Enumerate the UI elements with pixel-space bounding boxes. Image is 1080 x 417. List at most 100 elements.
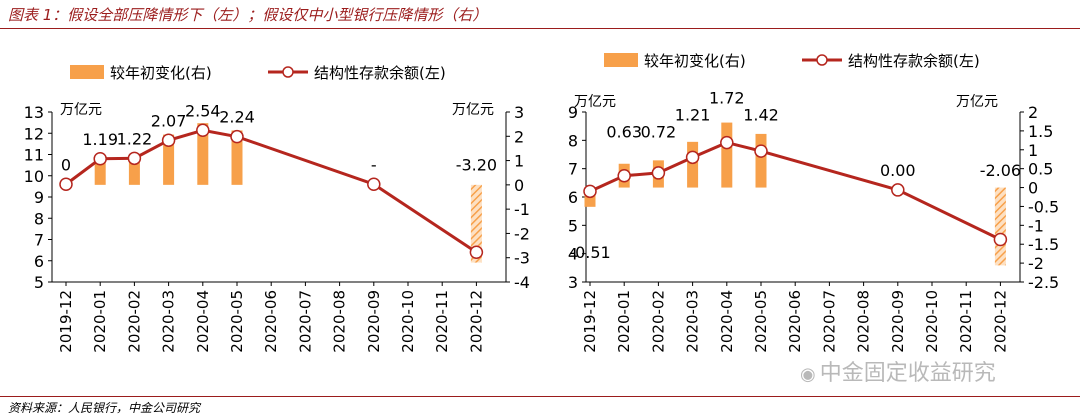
x-tick-label: 2020-10 — [923, 290, 941, 353]
x-tick-label: 2020-10 — [399, 290, 417, 353]
x-tick-label: 2020-09 — [889, 290, 907, 353]
y-left-tick-label: 12 — [24, 124, 44, 143]
x-tick-label: 2020-07 — [296, 290, 314, 353]
y-right-tick-label: -1 — [1028, 216, 1044, 235]
y-left-tick-label: 6 — [568, 188, 578, 207]
x-tick-label: 2020-04 — [194, 290, 212, 353]
y-right-tick-label: -4 — [514, 273, 530, 292]
bar-change-2020-04 — [197, 123, 209, 185]
balance-point-2020-09 — [891, 183, 905, 197]
x-tick-label: 2019-12 — [581, 290, 599, 353]
y-left-tick-label: 5 — [568, 216, 578, 235]
watermark-text: 中金固定收益研究 — [819, 361, 996, 386]
y-right-tick-label: -1.5 — [1028, 235, 1059, 254]
y-left-tick-label: 4 — [568, 245, 578, 264]
balance-line — [65, 128, 478, 254]
chart-right: 较年初变化(右) 结构性存款余额(左)万亿元 万亿元987654321.510.50… — [568, 52, 1059, 353]
balance-point-2019-12 — [59, 177, 73, 191]
balance-point-2020-03 — [685, 150, 700, 165]
y-right-tick-label: -0.5 — [1028, 197, 1059, 216]
y-left-tick-label: 8 — [568, 131, 578, 150]
balance-point-2019-12 — [583, 184, 597, 199]
data-label-2020-02: 1.22 — [117, 129, 153, 148]
y-left-tick-label: 3 — [568, 273, 578, 292]
balance-point-2020-12 — [469, 245, 484, 259]
legend-line-label: 结构性存款余额(左) — [848, 52, 980, 70]
y-left-tick-label: 5 — [34, 273, 44, 292]
x-tick-label: 2020-11 — [433, 290, 451, 353]
legend-line-label: 结构性存款余额(左) — [314, 64, 446, 82]
y-left-tick-label: 7 — [34, 231, 44, 250]
x-tick-label: 2020-02 — [125, 290, 143, 353]
bar-change-2020-04 — [721, 122, 733, 188]
y-right-tick-label: -2.5 — [1028, 273, 1059, 292]
x-tick-label: 2020-03 — [684, 290, 702, 353]
x-tick-label: 2019-12 — [57, 290, 75, 353]
legend-line-marker — [816, 54, 828, 66]
balance-line — [589, 141, 1002, 241]
y-right-tick-label: -3 — [514, 249, 530, 268]
y-right-tick-label: 1 — [1028, 141, 1038, 160]
x-tick-label: 2020-08 — [331, 290, 349, 353]
bar-change-2020-02 — [128, 155, 140, 185]
y-right-tick-label: 1 — [514, 152, 524, 171]
x-tick-label: 2020-05 — [228, 290, 246, 353]
balance-point-2020-03 — [161, 133, 176, 148]
y-right-tick-label: -2 — [1028, 254, 1044, 273]
y-left-tick-label: 9 — [34, 188, 44, 207]
data-label-2020-12: -2.06 — [980, 161, 1021, 180]
y-left-tick-label: 11 — [24, 146, 44, 165]
y-right-unit: 万亿元 — [956, 94, 998, 110]
balance-point-2020-04 — [720, 135, 734, 150]
source-note: 资料来源：人民银行，中金公司研究 — [8, 401, 201, 415]
x-tick-label: 2020-12 — [991, 290, 1009, 353]
data-label-2020-04: 1.72 — [709, 89, 745, 108]
bar-change-2020-03 — [163, 134, 175, 185]
source-rule — [0, 396, 1080, 397]
chart-left: 较年初变化(右) 结构性存款余额(左)万亿元 万亿元1312111098765321… — [24, 64, 530, 353]
y-right-tick-label: 3 — [514, 103, 524, 122]
data-label-2020-09: 0.00 — [880, 161, 916, 180]
x-tick-label: 2020-11 — [957, 290, 975, 353]
y-right-tick-label: 1.5 — [1028, 122, 1053, 141]
bar-change-2020-05 — [231, 130, 243, 185]
data-label-2020-12: -3.20 — [456, 155, 497, 174]
balance-point-2020-01 — [93, 152, 107, 166]
page-title: 图表 1：假设全部压降情形下（左）；假设仅中小型银行压降情形（右） — [8, 6, 488, 24]
legend-bar-swatch — [604, 53, 638, 67]
x-tick-label: 2020-09 — [365, 290, 383, 353]
bar-change-2020-03 — [687, 141, 699, 188]
legend-bar-swatch — [70, 65, 104, 79]
balance-point-2020-05 — [230, 129, 244, 144]
legend-bar-label: 较年初变化(右) — [644, 52, 746, 70]
bar-change-2020-12 — [470, 184, 482, 263]
y-left-tick-label: 13 — [24, 103, 44, 122]
legend-bar-label: 较年初变化(右) — [110, 64, 212, 82]
y-right-tick-label: -2 — [514, 224, 530, 243]
y-left-unit: 万亿元 — [574, 94, 616, 110]
balance-point-2020-01 — [617, 169, 631, 183]
bar-change-2020-12 — [994, 187, 1006, 266]
data-label-2020-02: 0.72 — [641, 123, 677, 142]
data-label-2020-01: 1.19 — [82, 130, 118, 149]
title-rule — [0, 28, 1080, 29]
data-label-2020-01: 0.63 — [606, 123, 642, 142]
x-tick-label: 2020-06 — [786, 290, 804, 353]
y-right-tick-label: 0 — [514, 176, 524, 195]
balance-point-2020-05 — [754, 144, 768, 158]
y-right-tick-label: -1 — [514, 200, 530, 219]
x-tick-label: 2020-12 — [467, 290, 485, 353]
y-right-tick-label: 2 — [1028, 103, 1038, 122]
x-tick-label: 2020-03 — [160, 290, 178, 353]
balance-point-2020-04 — [196, 123, 210, 138]
x-tick-label: 2020-06 — [262, 290, 280, 353]
y-right-tick-label: 0.5 — [1028, 160, 1053, 179]
x-tick-label: 2020-01 — [91, 290, 109, 353]
y-left-unit: 万亿元 — [60, 102, 102, 118]
y-right-unit: 万亿元 — [452, 102, 494, 118]
x-tick-label: 2020-08 — [855, 290, 873, 353]
y-left-tick-label: 7 — [568, 160, 578, 179]
data-label-2020-05: 2.24 — [219, 108, 255, 127]
x-tick-label: 2020-01 — [615, 290, 633, 353]
data-label-2020-09: - — [371, 155, 377, 174]
